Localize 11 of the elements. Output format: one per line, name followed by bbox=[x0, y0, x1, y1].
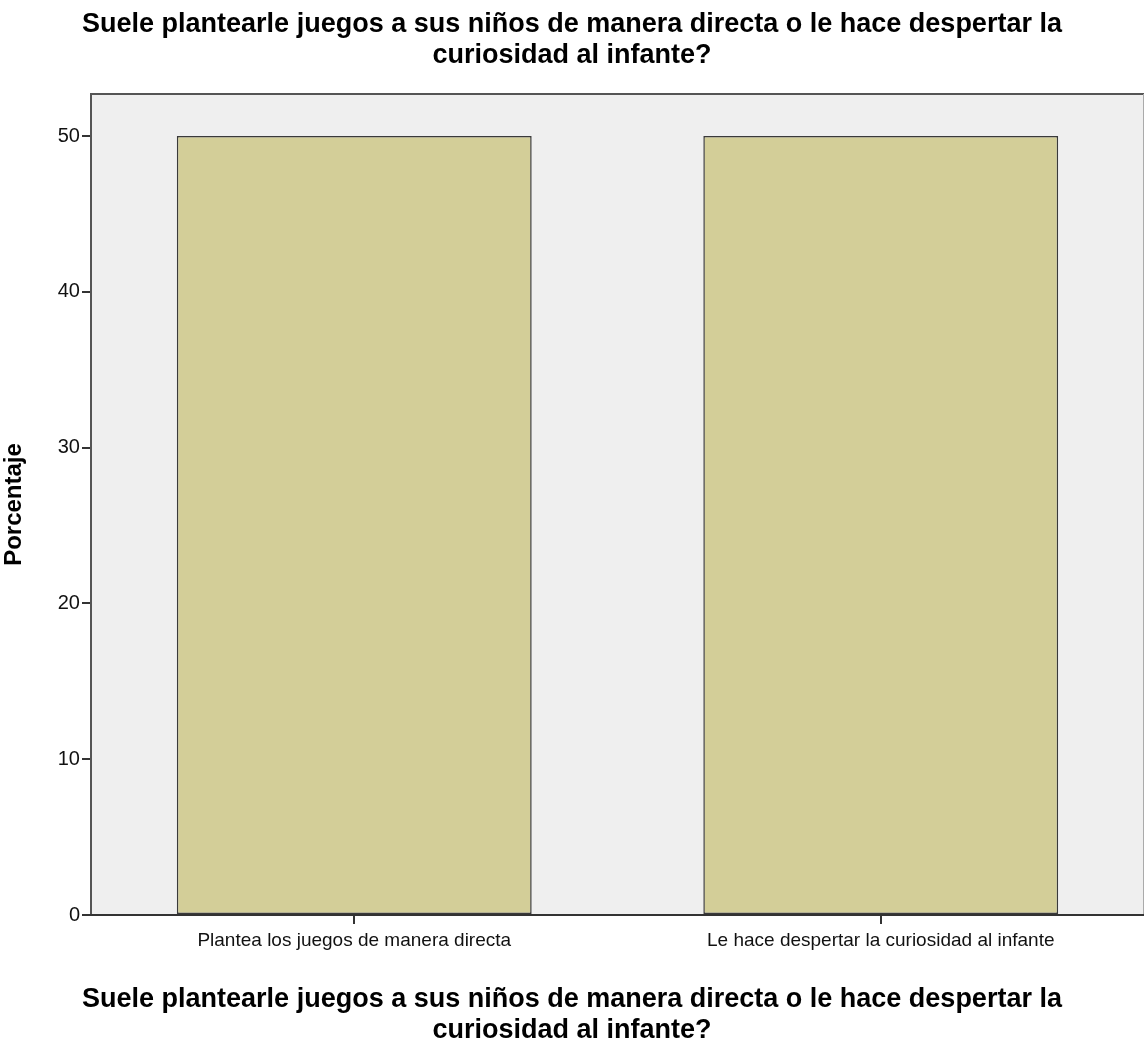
x-axis-title: Suele plantearle juegos a sus niños de manera directa o le hace despertar la curiosidad al infante? bbox=[81, 983, 1064, 1045]
x-tick-label: Le hace despertar la curiosidad al infante bbox=[706, 928, 1055, 950]
y-tick-label: 20 bbox=[57, 590, 80, 613]
y-axis-title: Porcentaje bbox=[0, 443, 27, 566]
y-tick-label: 10 bbox=[57, 746, 80, 769]
x-tick-label: Plantea los juegos de manera directa bbox=[197, 928, 512, 950]
chart-title: Suele plantearle juegos a sus niños de manera directa o le hace despertar la curiosidad al infante? bbox=[81, 8, 1064, 70]
y-tick-label: 50 bbox=[57, 123, 80, 146]
y-tick-label: 40 bbox=[57, 279, 80, 302]
y-tick-label: 30 bbox=[57, 435, 80, 458]
y-tick-label: 0 bbox=[68, 902, 80, 925]
